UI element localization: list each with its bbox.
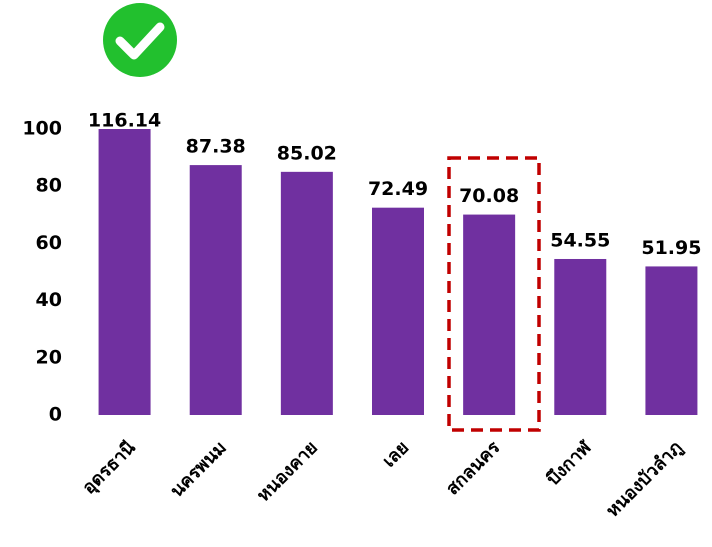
y-tick-label: 40 <box>36 289 62 311</box>
value-label: 51.95 <box>641 237 701 259</box>
bar <box>372 207 424 415</box>
bars <box>98 129 698 415</box>
value-label: 116.14 <box>88 110 161 132</box>
y-tick-label: 60 <box>36 232 62 254</box>
y-tick-label: 100 <box>22 118 62 140</box>
bar <box>189 165 242 415</box>
x-tick-label: เลย <box>379 437 413 471</box>
bar <box>645 266 698 415</box>
value-label: 70.08 <box>459 185 519 207</box>
x-tick-label: หนองบัวลำภู <box>602 437 687 522</box>
y-tick-label: 20 <box>36 346 62 368</box>
value-label: 54.55 <box>550 229 610 251</box>
bar <box>554 258 607 415</box>
y-tick-label: 0 <box>49 404 62 426</box>
bar <box>280 171 333 415</box>
value-label: 72.49 <box>368 178 428 200</box>
x-tick-label: นครพนม <box>166 437 230 501</box>
bar <box>463 214 516 415</box>
x-tick-label: หนองคาย <box>253 437 322 506</box>
highlight-box <box>447 156 541 432</box>
x-tick-label: อุดรธานี <box>78 437 140 499</box>
y-tick-label: 80 <box>36 175 62 197</box>
value-label: 87.38 <box>186 136 246 158</box>
bar <box>98 129 151 415</box>
check-icon <box>103 3 177 77</box>
x-tick-label: บึงกาฬ <box>543 436 597 490</box>
x-tick-label: สกลนคร <box>442 437 504 499</box>
value-label: 85.02 <box>277 142 337 164</box>
